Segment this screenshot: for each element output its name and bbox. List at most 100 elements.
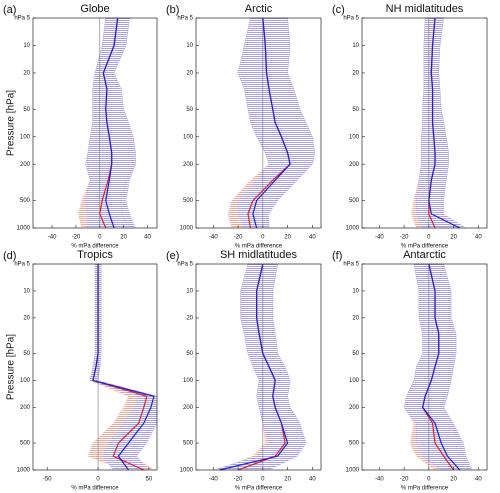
y-tick-label: 50 [352, 107, 359, 113]
y-tick-label: 100 [183, 134, 194, 140]
x-tick-label: 0 [427, 477, 431, 483]
y-tick-label: 500 [349, 198, 360, 204]
y-tick-label: 20 [352, 315, 359, 321]
y-tick-label: 10 [352, 43, 359, 49]
x-tick-label: -40 [209, 477, 218, 483]
x-tick-label: 20 [120, 235, 127, 241]
profile-line [219, 263, 289, 471]
y-tick-label: 1000 [180, 468, 194, 474]
x-tick-label: -40 [375, 235, 384, 241]
y-tick-label: 100 [183, 378, 194, 384]
y-tick-label: 10 [23, 289, 30, 295]
y-tick-label: 50 [23, 351, 30, 357]
x-tick-label: 20 [450, 477, 457, 483]
uncertainty-band [85, 17, 136, 229]
y-tick-label: 50 [23, 107, 30, 113]
x-tick-label: 0 [98, 235, 102, 241]
x-tick-label: -40 [375, 477, 384, 483]
x-axis-label: % mPa difference [235, 486, 283, 492]
plot-frame [195, 17, 322, 229]
y-tick-label: 20 [186, 71, 193, 77]
profile-line [92, 264, 155, 471]
y-tick-label: hPa 5 [177, 16, 193, 22]
y-tick-label: 10 [186, 43, 193, 49]
profile-line [421, 263, 461, 471]
y-tick-label: 50 [186, 351, 193, 357]
y-tick-label: 1000 [180, 226, 194, 232]
profile-line [428, 17, 461, 229]
y-tick-label: 500 [20, 198, 31, 204]
x-tick-label: 0 [427, 235, 431, 241]
x-tick-label: 0 [261, 477, 265, 483]
x-tick-label: 20 [450, 235, 457, 241]
x-tick-label: 0 [96, 477, 100, 483]
y-tick-label: 200 [349, 405, 360, 411]
y-tick-label: 20 [23, 315, 30, 321]
y-tick-label: 500 [349, 441, 360, 447]
x-axis-label: % mPa difference [401, 244, 449, 250]
y-tick-label: 100 [20, 378, 31, 384]
uncertainty-band [416, 17, 467, 229]
x-tick-label: 50 [146, 477, 153, 483]
plot-frame [32, 263, 158, 471]
x-axis-label: % mPa difference [401, 486, 449, 492]
panel-label: (a) [3, 4, 16, 16]
y-tick-label: 50 [186, 107, 193, 113]
y-tick-label: 200 [20, 162, 31, 168]
y-tick-label: 100 [20, 134, 31, 140]
x-tick-label: -40 [209, 235, 218, 241]
x-tick-label: 40 [309, 235, 316, 241]
y-tick-label: 200 [20, 405, 31, 411]
y-tick-label: 20 [186, 315, 193, 321]
y-tick-label: 1000 [346, 468, 360, 474]
x-tick-label: -20 [72, 235, 81, 241]
y-tick-label: 200 [183, 405, 194, 411]
y-tick-label: 10 [186, 289, 193, 295]
x-tick-label: -20 [234, 235, 243, 241]
y-tick-label: 10 [352, 289, 359, 295]
plot-frame [195, 263, 322, 471]
panel-label: (f) [332, 250, 342, 262]
panel-label: (b) [166, 4, 179, 16]
x-axis-label: % mPa difference [71, 486, 119, 492]
profile-line [252, 17, 291, 229]
x-tick-label: 40 [144, 235, 151, 241]
x-tick-label: -20 [234, 477, 243, 483]
y-axis-label: Pressure [hPa] [6, 334, 17, 400]
plot-frame [32, 17, 158, 229]
y-tick-label: 50 [352, 351, 359, 357]
profile-line [102, 17, 119, 229]
x-axis-label: % mPa difference [235, 244, 283, 250]
uncertainty-band [213, 263, 307, 471]
y-axis-label: Pressure [hPa] [6, 90, 17, 156]
x-tick-label: 40 [309, 477, 316, 483]
x-tick-label: 20 [284, 235, 291, 241]
y-tick-label: 500 [20, 441, 31, 447]
y-tick-label: 200 [183, 162, 194, 168]
y-tick-label: hPa 5 [14, 16, 30, 22]
panel-title: NH midlatitudes [386, 3, 464, 15]
y-tick-label: 500 [183, 198, 194, 204]
x-tick-label: 40 [475, 477, 482, 483]
plot-frame [361, 17, 488, 229]
y-tick-label: 1000 [17, 226, 31, 232]
y-tick-label: 20 [23, 71, 30, 77]
panel-title: Arctic [245, 3, 273, 15]
panel-label: (d) [3, 250, 16, 262]
y-tick-label: hPa 5 [14, 262, 30, 268]
uncertainty-band [237, 17, 316, 229]
y-tick-label: 20 [352, 71, 359, 77]
x-tick-label: 20 [284, 477, 291, 483]
y-tick-label: 200 [349, 162, 360, 168]
y-tick-label: 100 [349, 134, 360, 140]
panel-title: Globe [80, 3, 109, 15]
panel-label: (e) [166, 250, 179, 262]
x-tick-label: -50 [43, 477, 52, 483]
x-tick-label: -40 [48, 235, 57, 241]
y-tick-label: hPa 5 [343, 16, 359, 22]
y-tick-label: 10 [23, 43, 30, 49]
x-tick-label: -20 [400, 235, 409, 241]
y-tick-label: hPa 5 [343, 262, 359, 268]
y-tick-label: 100 [349, 378, 360, 384]
